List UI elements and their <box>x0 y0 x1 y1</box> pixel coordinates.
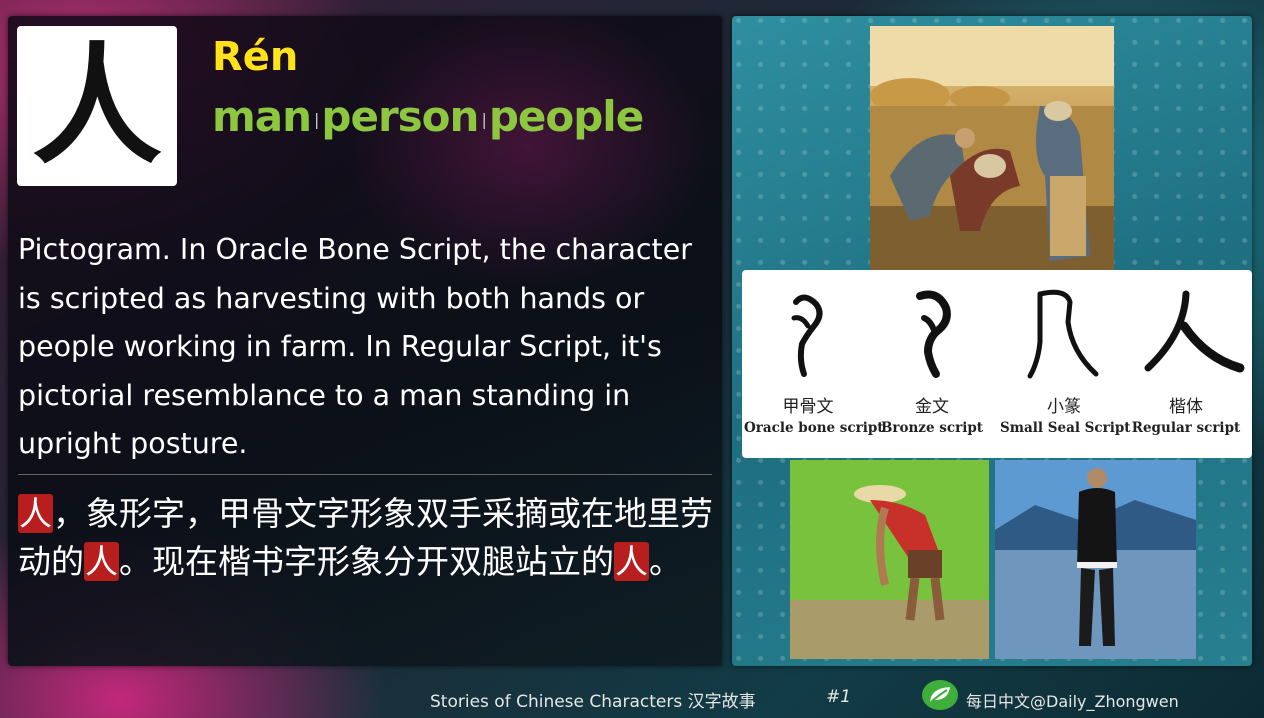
script-label-cn: 小篆 <box>1047 397 1081 417</box>
man-by-lake-photo <box>995 460 1196 659</box>
wechat-icon <box>922 680 958 710</box>
script-label-cn: 金文 <box>915 397 949 417</box>
english-description: Pictogram. In Oracle Bone Script, the ch… <box>18 233 692 460</box>
meaning-man: man <box>212 92 312 141</box>
pinyin: Rén <box>212 34 299 80</box>
main-character: 人 <box>31 29 162 182</box>
gleaners-painting <box>870 26 1114 270</box>
script-label-en: Regular script <box>1131 420 1241 436</box>
chinese-text: 。 <box>649 542 682 581</box>
regular-script-glyph <box>1144 290 1245 373</box>
script-label-en: Bronze script <box>880 420 984 436</box>
chinese-text: ，象形字，甲骨文字形象双手采摘或在地里劳动的 <box>18 494 713 581</box>
script-label-cn: 甲骨文 <box>782 397 834 417</box>
meaning-people: people <box>488 92 644 141</box>
meaning-separator: | <box>481 110 486 129</box>
leaf-icon <box>930 687 950 703</box>
gleaners-illustration <box>870 26 1114 270</box>
meanings: man |person |people <box>212 92 644 141</box>
character-card: 人 <box>17 26 177 186</box>
highlighted-character: 人 <box>18 494 53 533</box>
oracle-bone-glyph <box>791 294 823 377</box>
highlighted-character: 人 <box>84 542 119 581</box>
divider <box>18 474 712 475</box>
meaning-separator: | <box>314 110 319 129</box>
script-label-en: Oracle bone script <box>744 420 884 436</box>
script-evolution-card: 甲骨文 Oracle bone script 金文 Bronze script … <box>742 270 1252 458</box>
farmer-photo <box>790 460 989 659</box>
farmer-illustration <box>790 460 989 659</box>
highlighted-character: 人 <box>614 542 649 581</box>
script-label-cn: 楷体 <box>1169 397 1203 417</box>
series-title: Stories of Chinese Characters 汉字故事 <box>430 692 756 712</box>
small-seal-glyph <box>1027 289 1099 379</box>
account-handle: 每日中文@Daily_Zhongwen <box>966 692 1179 711</box>
script-label-en: Small Seal Script <box>1000 420 1131 436</box>
episode-number: #1 <box>826 687 852 707</box>
chinese-text: 。现在楷书字形象分开双腿站立的 <box>119 542 614 581</box>
chinese-description: 人，象形字，甲骨文字形象双手采摘或在地里劳动的人。现在楷书字形象分开双腿站立的人… <box>18 490 718 586</box>
man-illustration <box>995 460 1196 659</box>
meaning-person: person <box>321 92 479 141</box>
bronze-glyph <box>916 290 951 378</box>
